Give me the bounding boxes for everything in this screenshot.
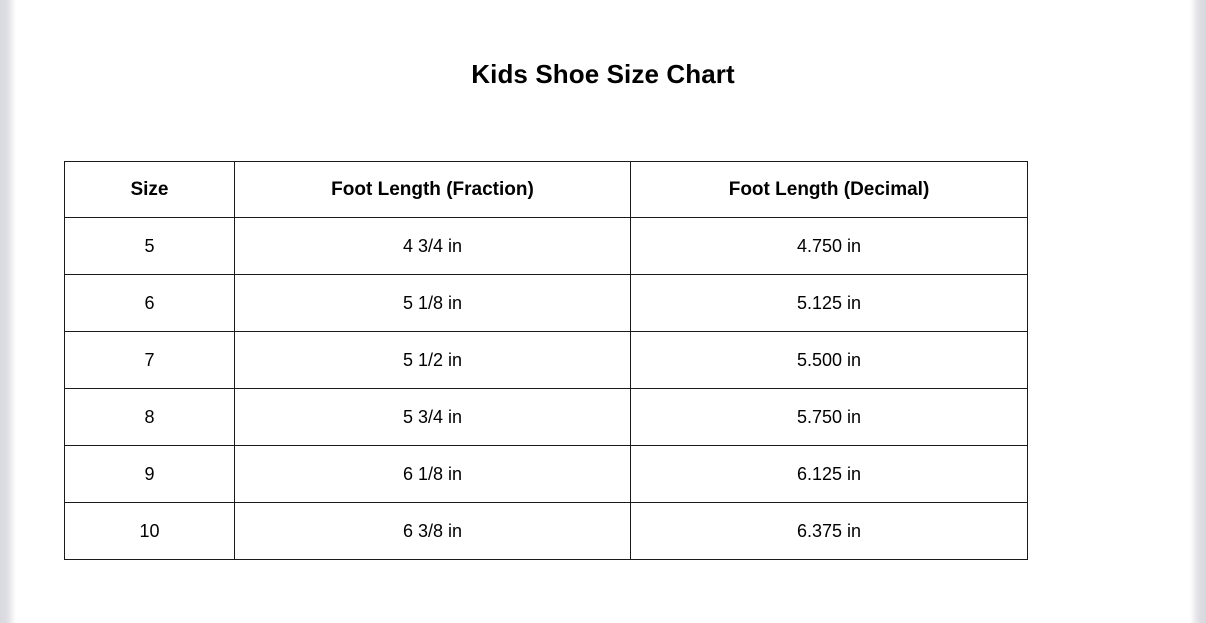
cell-decimal: 6.375 in xyxy=(630,502,1028,560)
cell-fraction: 5 1/8 in xyxy=(234,274,631,332)
cell-decimal: 4.750 in xyxy=(630,217,1028,275)
table-row: 7 5 1/2 in 5.500 in xyxy=(64,331,1028,389)
cell-size: 6 xyxy=(64,274,235,332)
cell-size: 8 xyxy=(64,388,235,446)
cell-decimal: 5.750 in xyxy=(630,388,1028,446)
cell-size: 9 xyxy=(64,445,235,503)
page-title: Kids Shoe Size Chart xyxy=(471,59,735,89)
column-header-fraction: Foot Length (Fraction) xyxy=(234,161,631,218)
cell-fraction: 6 3/8 in xyxy=(234,502,631,560)
table-header: Size Foot Length (Fraction) Foot Length … xyxy=(64,161,1028,218)
shoe-size-table-container: Size Foot Length (Fraction) Foot Length … xyxy=(64,161,1028,560)
table-row: 5 4 3/4 in 4.750 in xyxy=(64,217,1028,275)
cell-decimal: 5.125 in xyxy=(630,274,1028,332)
table-row: 8 5 3/4 in 5.750 in xyxy=(64,388,1028,446)
cell-size: 7 xyxy=(64,331,235,389)
column-header-size: Size xyxy=(64,161,235,218)
cell-decimal: 6.125 in xyxy=(630,445,1028,503)
column-header-decimal: Foot Length (Decimal) xyxy=(630,161,1028,218)
table-row: 9 6 1/8 in 6.125 in xyxy=(64,445,1028,503)
cell-decimal: 5.500 in xyxy=(630,331,1028,389)
cell-size: 10 xyxy=(64,502,235,560)
cell-fraction: 6 1/8 in xyxy=(234,445,631,503)
table-body: 5 4 3/4 in 4.750 in 6 5 1/8 in 5.125 in … xyxy=(64,217,1028,560)
table-row: 10 6 3/8 in 6.375 in xyxy=(64,502,1028,560)
table-row: 6 5 1/8 in 5.125 in xyxy=(64,274,1028,332)
shoe-size-table: Size Foot Length (Fraction) Foot Length … xyxy=(64,161,1028,560)
cell-size: 5 xyxy=(64,217,235,275)
cell-fraction: 4 3/4 in xyxy=(234,217,631,275)
table-header-row: Size Foot Length (Fraction) Foot Length … xyxy=(64,161,1028,218)
cell-fraction: 5 1/2 in xyxy=(234,331,631,389)
cell-fraction: 5 3/4 in xyxy=(234,388,631,446)
